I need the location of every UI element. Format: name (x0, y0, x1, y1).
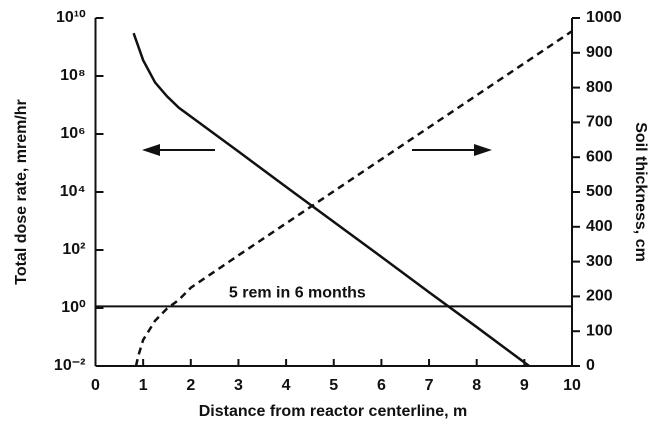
y-tick-label: 10⁴ (60, 183, 86, 200)
y2-tick-label: 0 (586, 357, 595, 374)
y2-tick-label: 400 (586, 218, 613, 235)
x-tick-label: 5 (329, 377, 338, 394)
x-tick-label: 10 (563, 377, 581, 394)
y2-tick-label: 200 (586, 288, 613, 305)
y-tick-label: 10⁸ (60, 67, 85, 84)
x-tick-label: 4 (282, 377, 291, 394)
data-line (132, 32, 530, 368)
x-tick-label: 9 (520, 377, 529, 394)
y-tick-label: 10² (62, 241, 85, 258)
y2-tick-label: 800 (586, 79, 613, 96)
x-tick-label: 3 (234, 377, 243, 394)
y-tick-label: 10⁶ (60, 125, 85, 142)
data-line (134, 30, 573, 367)
y2-axis-label: Soil thickness, cm (632, 122, 649, 262)
y-axis-label: Total dose rate, mrem/hr (13, 99, 30, 285)
right-arrow (412, 144, 492, 156)
left-arrow (142, 144, 215, 156)
y2-tick-label: 900 (586, 44, 613, 61)
y2-tick-label: 300 (586, 253, 613, 270)
x-tick-label: 1 (139, 377, 148, 394)
x-tick-label: 6 (377, 377, 386, 394)
y-tick-label: 10⁻² (54, 357, 86, 374)
x-tick-label: 2 (186, 377, 195, 394)
y2-tick-label: 1000 (586, 9, 622, 26)
y-tick-label: 10⁰ (61, 299, 86, 316)
y2-tick-label: 500 (586, 183, 613, 200)
y2-tick-label: 600 (586, 148, 613, 165)
y-tick-label: 10¹⁰ (56, 9, 86, 26)
x-axis-label: Distance from reactor centerline, m (199, 403, 468, 420)
y2-tick-label: 100 (586, 322, 613, 339)
x-tick-label: 0 (91, 377, 100, 394)
x-tick-label: 8 (472, 377, 481, 394)
x-tick-label: 7 (425, 377, 434, 394)
y2-tick-label: 700 (586, 114, 613, 131)
threshold-label: 5 rem in 6 months (229, 285, 366, 302)
